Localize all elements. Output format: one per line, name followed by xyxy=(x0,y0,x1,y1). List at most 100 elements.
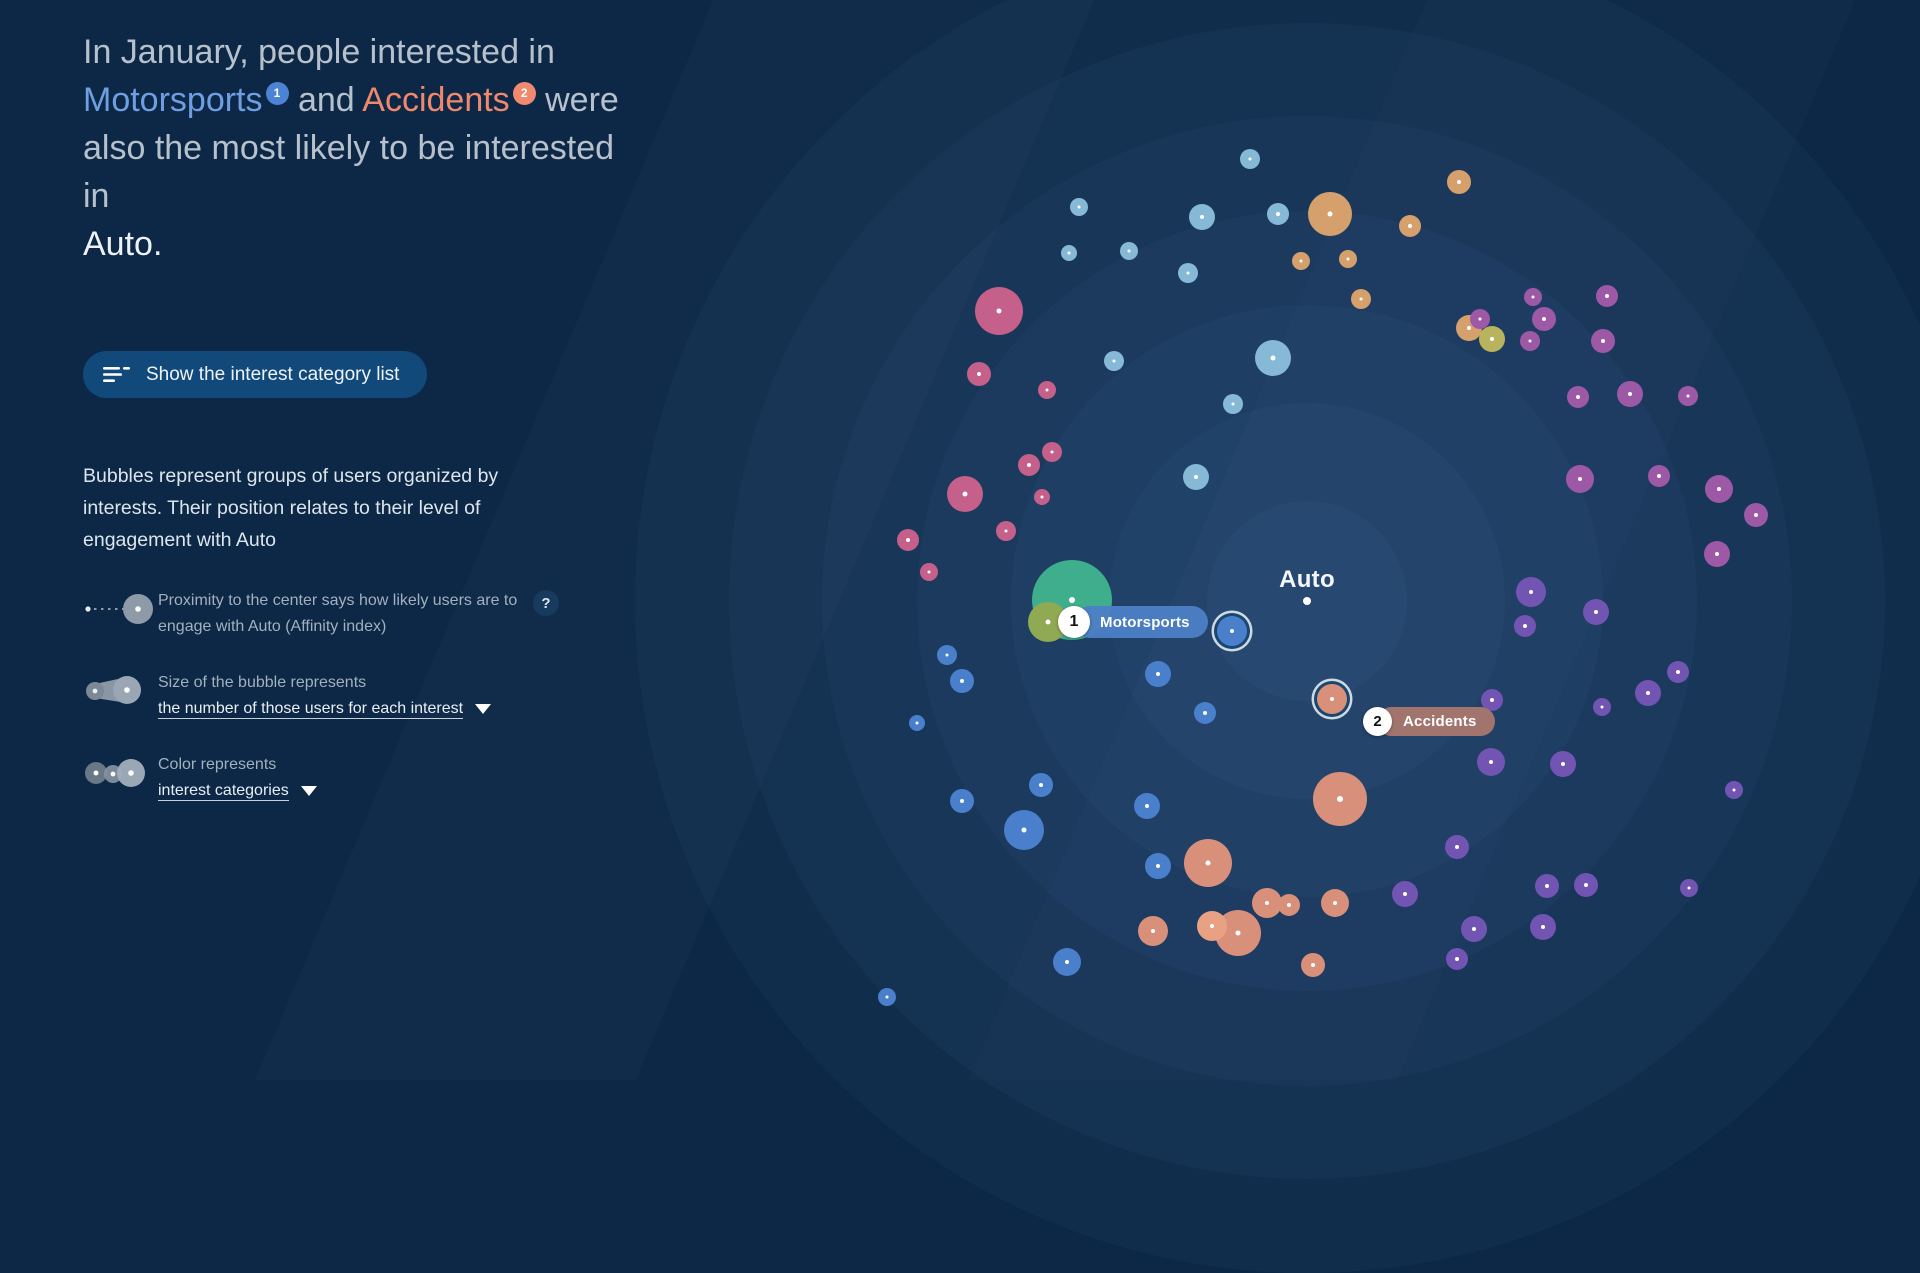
bubble[interactable] xyxy=(1029,773,1053,797)
bubble[interactable] xyxy=(1445,835,1469,859)
bubble[interactable] xyxy=(1447,170,1471,194)
bubble[interactable] xyxy=(1120,242,1138,260)
bubble[interactable] xyxy=(975,287,1023,335)
headline-line3: also the most likely to be interested in xyxy=(83,129,615,215)
bubble[interactable] xyxy=(1470,309,1490,329)
bubble[interactable] xyxy=(1392,881,1418,907)
bubble[interactable] xyxy=(1317,684,1347,714)
bubble[interactable] xyxy=(1134,793,1160,819)
bubble[interactable] xyxy=(1574,873,1598,897)
bubble[interactable] xyxy=(1038,381,1056,399)
bubble[interactable] xyxy=(937,645,957,665)
bubble[interactable] xyxy=(1399,215,1421,237)
dropdown-arrow-icon[interactable] xyxy=(475,703,492,714)
bubble[interactable] xyxy=(1240,149,1260,169)
bubble[interactable] xyxy=(1516,577,1546,607)
bubble[interactable] xyxy=(1189,204,1215,230)
bubble[interactable] xyxy=(1680,879,1698,897)
bubble[interactable] xyxy=(1178,263,1198,283)
bubble[interactable] xyxy=(1104,351,1124,371)
bubble[interactable] xyxy=(1061,245,1077,261)
bubble[interactable] xyxy=(1267,203,1289,225)
bubble[interactable] xyxy=(1514,615,1536,637)
bubble[interactable] xyxy=(1252,888,1282,918)
bubble[interactable] xyxy=(1197,911,1227,941)
bubble[interactable] xyxy=(1184,839,1232,887)
bubble[interactable] xyxy=(967,362,991,386)
bubble[interactable] xyxy=(1535,874,1559,898)
bubble[interactable] xyxy=(1479,326,1505,352)
bubble[interactable] xyxy=(950,789,974,813)
bubble[interactable] xyxy=(909,715,925,731)
bubble[interactable] xyxy=(1635,680,1661,706)
bubble[interactable] xyxy=(1530,914,1556,940)
headline-line2: Motorsports 1 and Accidents 2 were xyxy=(83,76,643,124)
show-category-list-label: Show the interest category list xyxy=(146,363,400,385)
bubble[interactable] xyxy=(1301,953,1325,977)
bubble[interactable] xyxy=(1183,464,1209,490)
bubble[interactable] xyxy=(1292,252,1310,270)
bubble[interactable] xyxy=(878,988,896,1006)
bubble[interactable] xyxy=(1648,465,1670,487)
bubble[interactable] xyxy=(1217,616,1247,646)
bubble[interactable] xyxy=(1520,331,1540,351)
bubble[interactable] xyxy=(1351,289,1371,309)
bubble[interactable] xyxy=(1567,386,1589,408)
callout-accidents[interactable]: 2 Accidents xyxy=(1363,707,1495,736)
bubble[interactable] xyxy=(1550,751,1576,777)
bubble[interactable] xyxy=(1744,503,1768,527)
bubble[interactable] xyxy=(1705,475,1733,503)
bubble[interactable] xyxy=(1308,192,1352,236)
bubble[interactable] xyxy=(1596,285,1618,307)
dropdown-arrow-icon[interactable] xyxy=(300,785,317,796)
bubble[interactable] xyxy=(1725,781,1743,799)
bubble[interactable] xyxy=(996,521,1016,541)
bubble[interactable] xyxy=(1145,853,1171,879)
center-category-dot xyxy=(1303,597,1311,605)
bubble[interactable] xyxy=(1461,916,1487,942)
bubble[interactable] xyxy=(1532,307,1556,331)
bubble[interactable] xyxy=(1477,748,1505,776)
bubble[interactable] xyxy=(1004,810,1044,850)
bubble[interactable] xyxy=(1566,465,1594,493)
bubble[interactable] xyxy=(1278,894,1300,916)
size-metric-dropdown[interactable]: the number of those users for each inter… xyxy=(158,700,464,719)
bubble[interactable] xyxy=(1481,689,1503,711)
bubble[interactable] xyxy=(1223,394,1243,414)
bubble[interactable] xyxy=(1070,198,1088,216)
headline-motorsports-link[interactable]: Motorsports xyxy=(83,81,263,119)
bubble[interactable] xyxy=(1042,442,1062,462)
bubble[interactable] xyxy=(1583,599,1609,625)
bubble[interactable] xyxy=(1321,889,1349,917)
accidents-number-badge: 2 xyxy=(512,81,536,105)
bubble[interactable] xyxy=(1145,661,1171,687)
bubble[interactable] xyxy=(1704,541,1730,567)
bubble[interactable] xyxy=(1138,916,1168,946)
headline-and: and xyxy=(297,81,355,119)
bubble[interactable] xyxy=(1313,772,1367,826)
bubble[interactable] xyxy=(1617,381,1643,407)
callout-accidents-label: Accidents xyxy=(1377,707,1495,736)
bubble[interactable] xyxy=(920,563,938,581)
bubble[interactable] xyxy=(1018,454,1040,476)
bubble[interactable] xyxy=(1593,698,1611,716)
help-icon[interactable]: ? xyxy=(533,590,559,616)
bubble[interactable] xyxy=(1446,948,1468,970)
bubble[interactable] xyxy=(1034,489,1050,505)
bubble[interactable] xyxy=(1255,340,1291,376)
bubble[interactable] xyxy=(1591,329,1615,353)
affinity-ring xyxy=(635,0,1920,1273)
bubble[interactable] xyxy=(1678,386,1698,406)
callout-motorsports[interactable]: 1 Motorsports xyxy=(1058,606,1208,638)
bubble[interactable] xyxy=(950,669,974,693)
bubble[interactable] xyxy=(1339,250,1357,268)
bubble[interactable] xyxy=(1194,702,1216,724)
bubble[interactable] xyxy=(947,476,983,512)
bubble[interactable] xyxy=(1667,661,1689,683)
bubble[interactable] xyxy=(1053,948,1081,976)
bubble[interactable] xyxy=(1524,288,1542,306)
show-category-list-button[interactable]: Show the interest category list xyxy=(83,351,428,398)
color-category-dropdown[interactable]: interest categories xyxy=(158,782,289,801)
bubble[interactable] xyxy=(897,529,919,551)
headline-accidents-link[interactable]: Accidents xyxy=(362,81,510,119)
